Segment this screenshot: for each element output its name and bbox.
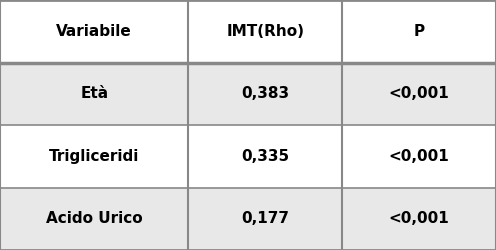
Bar: [0, 125, 188, 188]
Text: 0,335: 0,335: [241, 149, 290, 164]
Bar: [188, 0, 342, 62]
Text: <0,001: <0,001: [389, 149, 449, 164]
Bar: [342, 125, 496, 188]
Text: Variabile: Variabile: [57, 24, 132, 39]
Bar: [188, 188, 342, 250]
Text: Acido Urico: Acido Urico: [46, 211, 142, 226]
Bar: [188, 62, 342, 125]
Text: Età: Età: [80, 86, 108, 101]
Bar: [0, 188, 188, 250]
Bar: [0, 0, 188, 62]
Bar: [0, 62, 188, 125]
Text: IMT(Rho): IMT(Rho): [226, 24, 305, 39]
Text: Trigliceridi: Trigliceridi: [49, 149, 139, 164]
Bar: [342, 0, 496, 62]
Bar: [188, 125, 342, 188]
Text: P: P: [414, 24, 425, 39]
Text: <0,001: <0,001: [389, 86, 449, 101]
Bar: [342, 188, 496, 250]
Text: <0,001: <0,001: [389, 211, 449, 226]
Bar: [342, 62, 496, 125]
Text: 0,383: 0,383: [241, 86, 290, 101]
Text: 0,177: 0,177: [242, 211, 289, 226]
